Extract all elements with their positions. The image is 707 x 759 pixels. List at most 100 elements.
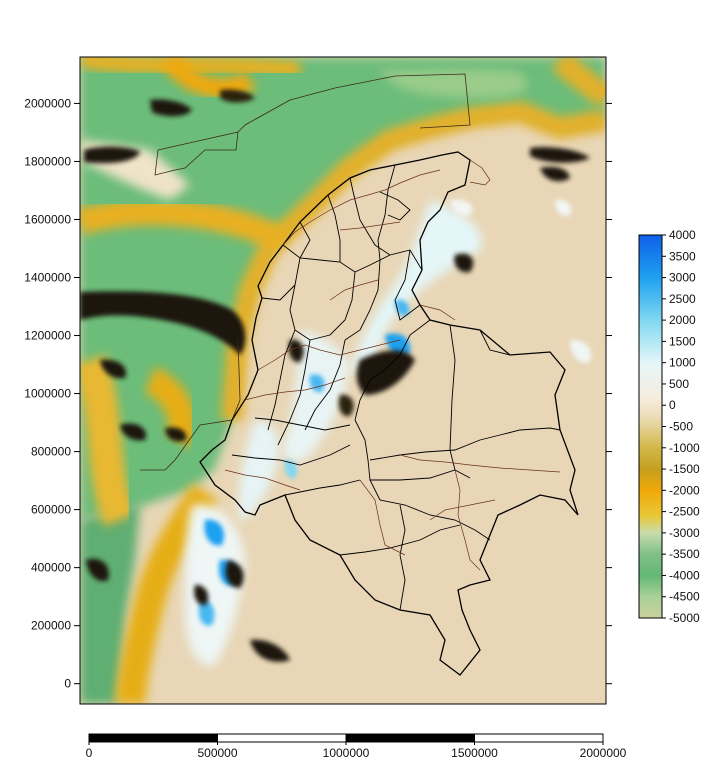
dept-boundary-8: [394, 249, 421, 321]
dark-patch-ne2: [540, 166, 570, 182]
legend-tick-label: 1000: [669, 356, 696, 370]
peak-blue-1: [385, 333, 411, 356]
legend-tick-label: -2000: [669, 483, 700, 497]
legend-tick-label: -5000: [669, 611, 700, 625]
y-tick-label: 2000000: [24, 96, 71, 110]
y-tick-label: 400000: [31, 561, 71, 575]
dept-boundary-9: [354, 319, 431, 421]
legend-tick-label: 3500: [669, 249, 696, 263]
shelf-patch-top: [161, 57, 256, 99]
y-tick-label: 1600000: [24, 212, 71, 226]
scale-bar: 0 500000 1000000 1500000 2000000: [86, 733, 627, 759]
brown-boundary-7: [399, 454, 561, 473]
scale-bar-label: 0: [86, 746, 93, 759]
dept-boundary-12: [304, 339, 346, 431]
scale-bar-label: 2000000: [580, 746, 627, 759]
scale-bar-segment: [88, 733, 218, 743]
pacific-deep: [80, 505, 140, 704]
color-scale-bar: [638, 234, 663, 619]
y-tick-label: 1200000: [24, 329, 71, 343]
y-tick-label: 800000: [31, 445, 71, 459]
topography-relief: [80, 57, 606, 704]
scale-bar-segment: [474, 733, 604, 743]
scale-bar-label: 1000000: [323, 746, 370, 759]
legend-tick-label: 2500: [669, 292, 696, 306]
dept-boundary-11: [277, 339, 311, 446]
high-patch-ne: [450, 199, 473, 216]
valley-dark-6: [250, 639, 290, 662]
dark-patch-n: [150, 99, 192, 117]
dept-boundary-18: [370, 469, 471, 481]
y-tick-label: 200000: [31, 619, 71, 633]
legend-tick-label: -1000: [669, 441, 700, 455]
valley-dark-4: [225, 560, 244, 588]
y-axis-left: 2000000180000016000001400000120000010000…: [24, 96, 80, 691]
maritime-boundary-west: [140, 339, 241, 471]
brown-boundary-3: [244, 377, 346, 401]
dark-patch-sw: [86, 558, 109, 582]
maritime-boundary-north: [157, 73, 471, 151]
dept-boundary-26: [379, 191, 411, 221]
valley-dark-1: [356, 350, 415, 395]
dept-boundary-5: [289, 257, 311, 341]
brown-boundary-8: [429, 499, 496, 521]
shelf-band-west: [80, 354, 136, 527]
shelf-band-north: [80, 199, 288, 252]
legend-tick-label: 2000: [669, 313, 696, 327]
dept-boundary-15: [354, 419, 381, 501]
range-east-high: [350, 200, 482, 373]
dept-boundary-23: [399, 504, 406, 611]
legend-tick-label: 4000: [669, 228, 696, 242]
brown-boundary-10: [339, 221, 401, 231]
peak-blue-7: [284, 459, 297, 479]
brown-boundary-9: [329, 279, 379, 301]
dark-patch-n2: [220, 89, 255, 103]
valley-dark-5: [194, 584, 209, 606]
dark-patch-ne: [530, 147, 590, 163]
ocean-basin: [80, 57, 606, 520]
legend-tick-label: 3000: [669, 271, 696, 285]
scale-bar-label: 500000: [197, 746, 237, 759]
dept-boundary-2: [327, 194, 341, 262]
legend-tick-label: 0: [669, 398, 676, 412]
boundaries: [140, 73, 579, 676]
ocean-patch-north: [380, 69, 528, 99]
dark-patch-w1: [100, 359, 126, 379]
legend-tick-label: 1500: [669, 334, 696, 348]
peak-blue-6: [198, 599, 215, 626]
peak-blue-4: [204, 519, 225, 546]
brown-boundary-1: [282, 169, 441, 246]
legend-tick-label: -2500: [669, 505, 700, 519]
valley-dark-7: [338, 394, 354, 417]
y-tick-label: 0: [64, 677, 71, 691]
y-tick-label: 1000000: [24, 387, 71, 401]
brown-boundary-12: [419, 304, 456, 321]
legend-tick-label: -1500: [669, 462, 700, 476]
dept-boundary-24: [299, 221, 311, 259]
dept-boundary-10: [267, 329, 296, 431]
dept-boundary-22: [479, 329, 511, 356]
high-patch-east: [570, 339, 592, 363]
dept-boundary-16: [449, 324, 456, 471]
dept-boundary-17: [369, 427, 561, 461]
dept-boundary-25: [261, 284, 296, 301]
y-tick-label: 1800000: [24, 154, 71, 168]
y-axis-right: [606, 102, 612, 685]
legend-tick-label: -4000: [669, 568, 700, 582]
brown-boundary-4: [224, 469, 301, 491]
dept-boundary-14: [231, 444, 351, 466]
dept-boundary-20: [339, 524, 461, 556]
valley-dark-2: [288, 339, 304, 363]
legend-tick-label: -4500: [669, 590, 700, 604]
colombia-outline: [199, 151, 579, 676]
maritime-boundary-nw: [154, 131, 239, 176]
pacific-shelf: [115, 483, 218, 704]
dept-boundary-19: [379, 499, 491, 541]
legend-tick-label: -500: [669, 420, 693, 434]
dark-patch-nw: [84, 146, 140, 164]
shelf-patch-ne: [551, 57, 606, 108]
dark-ridge-west: [80, 291, 246, 355]
high-patch-ne2: [555, 199, 572, 216]
scale-bar-label: 1500000: [451, 746, 498, 759]
